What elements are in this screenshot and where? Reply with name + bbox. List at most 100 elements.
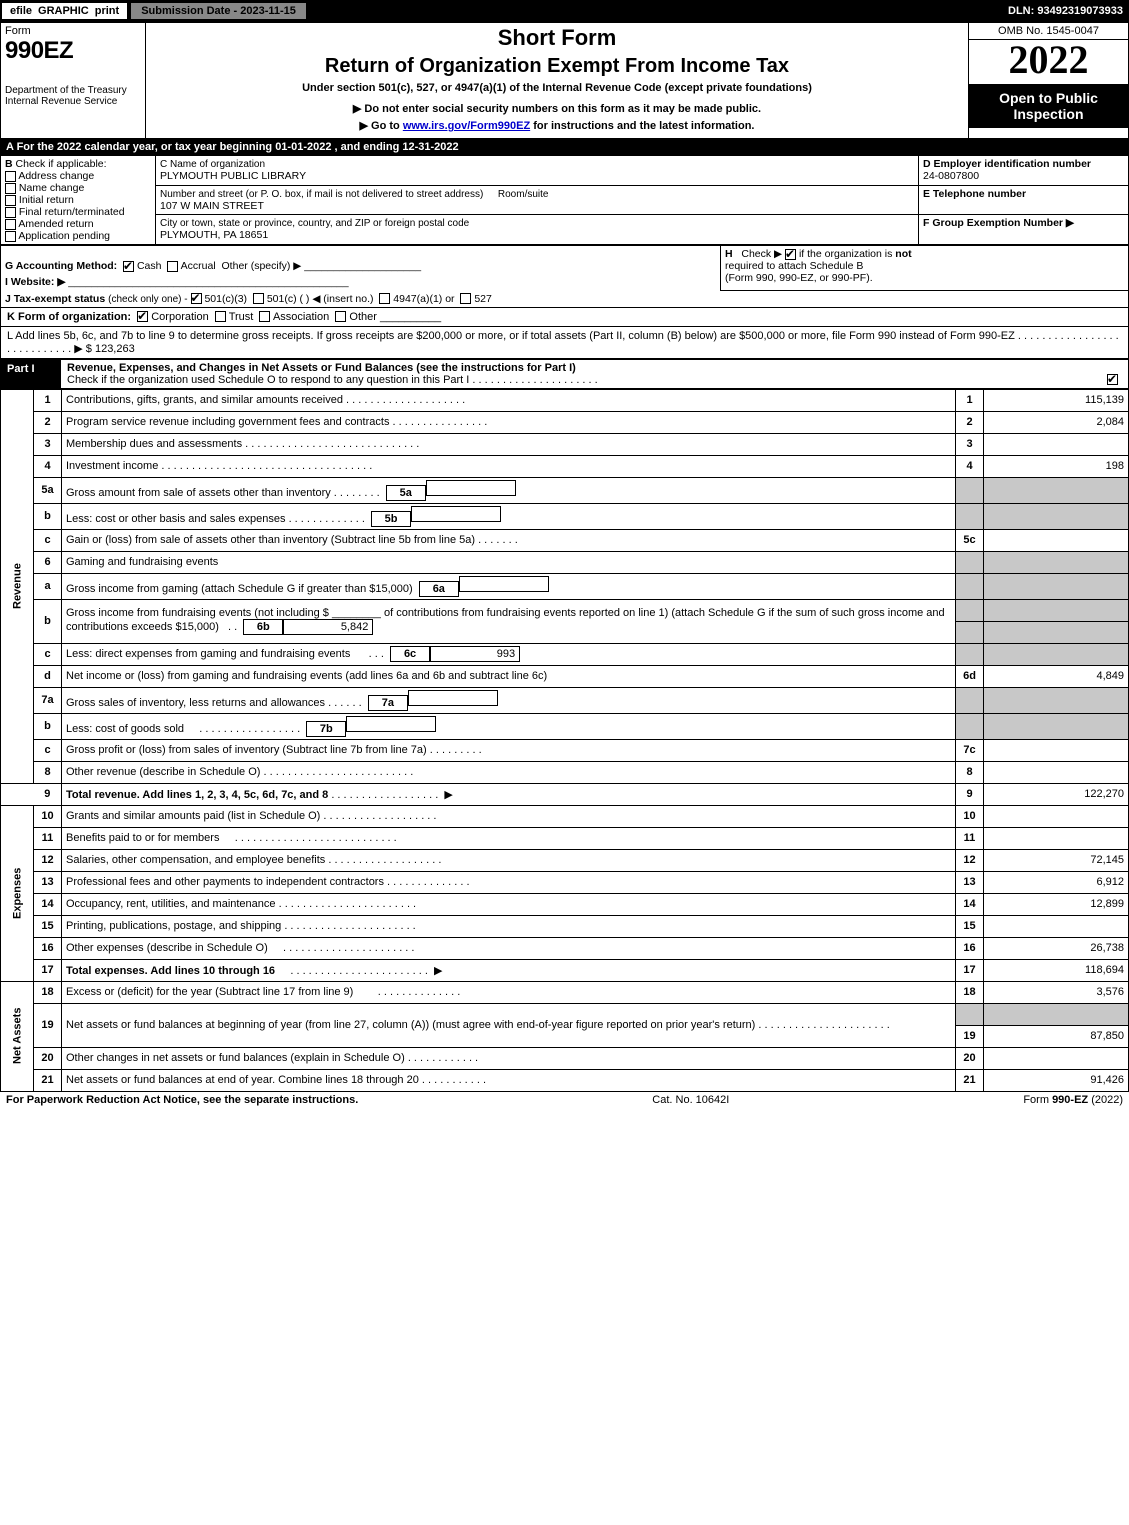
l6b-rn2 [956,621,984,643]
l5b-desc: Less: cost or other basis and sales expe… [62,503,956,529]
i-label: I Website: ▶ [5,276,65,288]
l5b-sub: 5b [371,511,411,527]
checkbox-final-return[interactable] [5,207,16,218]
ssn-warning: ▶ Do not enter social security numbers o… [150,102,964,115]
footer-right-b: 990-EZ [1052,1094,1088,1106]
section-g: G Accounting Method: Cash Accrual Other … [1,246,721,275]
under-section: Under section 501(c), 527, or 4947(a)(1)… [150,82,964,94]
l6c-rn [956,643,984,665]
checkbox-name-change[interactable] [5,183,16,194]
j-o1: 501(c)(3) [204,293,247,305]
l5a-subval [426,480,516,496]
header-table: Form 990EZ Department of the Treasury In… [0,22,1129,139]
l7b-rn [956,713,984,739]
l5c-no: c [34,529,62,551]
checkbox-501c3[interactable] [191,293,202,304]
part1-title-wrap: Revenue, Expenses, and Changes in Net As… [61,360,1128,388]
checkbox-amended-return[interactable] [5,219,16,230]
l16-no: 16 [34,937,62,959]
l15-rn: 15 [956,915,984,937]
l6a-desc-text: Gross income from gaming (attach Schedul… [66,583,413,595]
l6-amt [984,551,1129,573]
l18-desc: Excess or (deficit) for the year (Subtra… [62,981,956,1003]
section-f: F Group Exemption Number ▶ [919,215,1129,245]
l12-desc: Salaries, other compensation, and employ… [62,849,956,871]
footer-right-a: Form [1023,1094,1052,1106]
l16-desc-text: Other expenses (describe in Schedule O) [66,942,268,954]
section-j: J Tax-exempt status (check only one) - 5… [1,290,1129,307]
j-label: J Tax-exempt status [5,293,105,305]
checkbox-corp[interactable] [137,311,148,322]
dept-label: Department of the Treasury Internal Reve… [5,85,141,107]
section-e: E Telephone number [919,185,1129,215]
c-name-label: C Name of organization [160,159,265,170]
checkbox-527[interactable] [460,293,471,304]
l5a-rn [956,477,984,503]
l15-desc-text: Printing, publications, postage, and shi… [66,920,281,932]
l6a-no: a [34,573,62,599]
checkbox-initial-return[interactable] [5,195,16,206]
l9-spacer [1,783,34,805]
l4-rn: 4 [956,455,984,477]
l6c-subval: 993 [430,646,520,662]
checkbox-h[interactable] [785,249,796,260]
g-other: Other (specify) ▶ [222,260,302,272]
checkbox-address-change[interactable] [5,171,16,182]
checkbox-other-org[interactable] [335,311,346,322]
opt-final: Final return/terminated [19,206,125,218]
l20-desc-text: Other changes in net assets or fund bala… [66,1052,405,1064]
l3-desc-text: Membership dues and assessments [66,438,242,450]
l9-desc-text: Total revenue. Add lines 1, 2, 3, 4, 5c,… [66,789,328,801]
l19-rn: 19 [956,1025,984,1047]
l6d-amt: 4,849 [984,665,1129,687]
checkbox-part1-schedo[interactable] [1107,374,1118,385]
l6d-desc: Net income or (loss) from gaming and fun… [62,665,956,687]
l21-desc-text: Net assets or fund balances at end of ye… [66,1074,419,1086]
print-link[interactable]: print [95,5,119,17]
checkbox-cash[interactable] [123,261,134,272]
g-label: G Accounting Method: [5,260,117,272]
l15-amt [984,915,1129,937]
checkbox-accrual[interactable] [167,261,178,272]
g-accrual: Accrual [181,260,216,272]
l9-desc: Total revenue. Add lines 1, 2, 3, 4, 5c,… [62,783,956,805]
l5a-desc-text: Gross amount from sale of assets other t… [66,487,331,499]
checkbox-application-pending[interactable] [5,231,16,242]
short-form-title: Short Form [150,25,964,51]
l15-desc: Printing, publications, postage, and shi… [62,915,956,937]
l20-amt [984,1047,1129,1069]
checkbox-4947[interactable] [379,293,390,304]
l2-amt: 2,084 [984,411,1129,433]
l20-rn: 20 [956,1047,984,1069]
return-title: Return of Organization Exempt From Incom… [150,55,964,78]
j-sub: (check only one) - [108,294,187,305]
l17-desc: Total expenses. Add lines 10 through 16 … [62,959,956,981]
checkbox-trust[interactable] [215,311,226,322]
l7b-sub: 7b [306,721,346,737]
l5c-desc: Gain or (loss) from sale of assets other… [62,529,956,551]
l18-rn: 18 [956,981,984,1003]
form-number: 990EZ [5,37,141,65]
part1-label: Part I [1,360,61,388]
e-label: E Telephone number [923,188,1026,200]
header-center-2: ▶ Do not enter social security numbers o… [146,96,969,139]
org-name: PLYMOUTH PUBLIC LIBRARY [160,170,306,182]
j-o3: 4947(a)(1) or [393,293,454,305]
irs-link[interactable]: www.irs.gov/Form990EZ [403,120,530,132]
l12-no: 12 [34,849,62,871]
expenses-label: Expenses [1,805,34,981]
h-not: not [895,248,911,260]
section-c-name: C Name of organization PLYMOUTH PUBLIC L… [156,156,919,186]
l11-desc: Benefits paid to or for members . . . . … [62,827,956,849]
checkbox-assoc[interactable] [259,311,270,322]
checkbox-501c[interactable] [253,293,264,304]
l9-no: 9 [34,783,62,805]
h-text3: required to attach Schedule B [725,260,863,272]
l3-no: 3 [34,433,62,455]
top-bar: efile GRAPHIC print Submission Date - 20… [0,0,1129,22]
l6c-desc: Less: direct expenses from gaming and fu… [62,643,956,665]
l7a-desc-text: Gross sales of inventory, less returns a… [66,697,325,709]
l9-rn: 9 [956,783,984,805]
l6c-sub: 6c [390,646,430,662]
l11-rn: 11 [956,827,984,849]
